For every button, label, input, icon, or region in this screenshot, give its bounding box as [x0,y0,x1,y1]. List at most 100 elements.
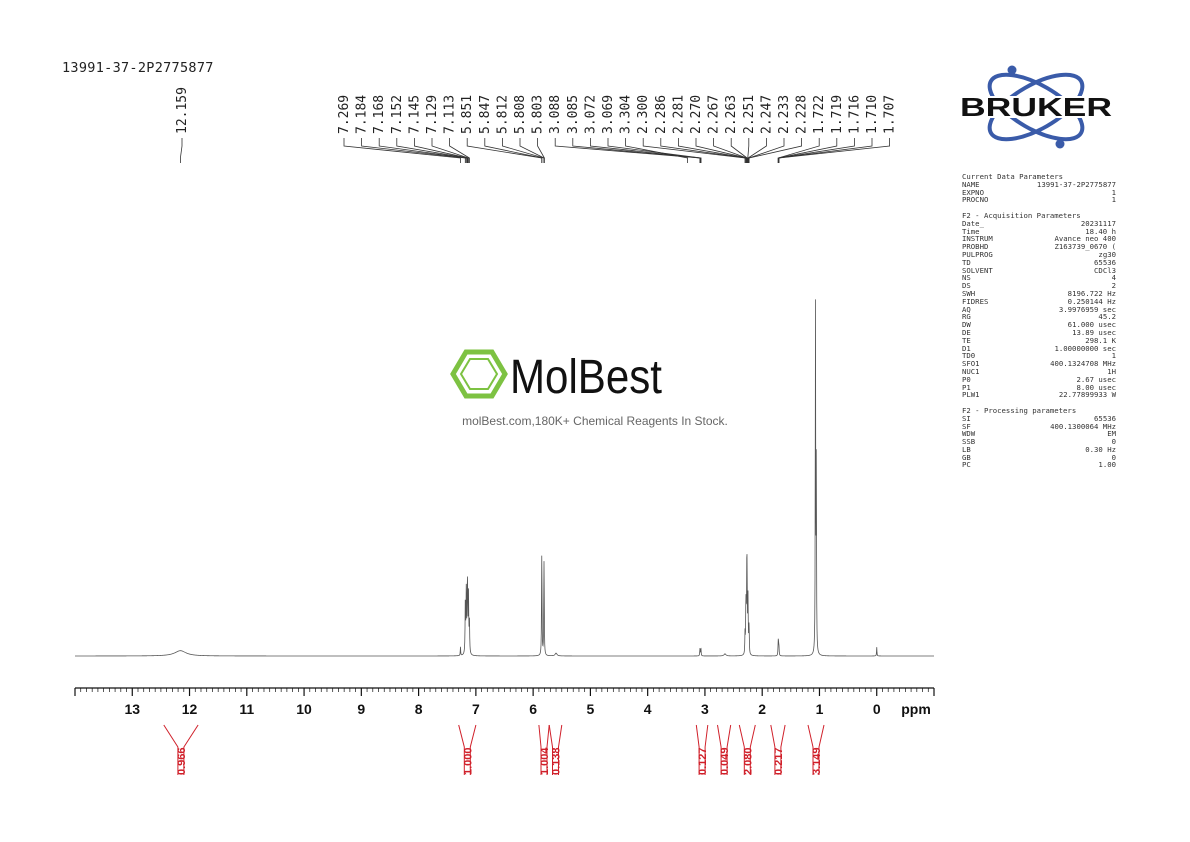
molbest-logo: MolBest [450,349,662,404]
peak-label: 1.710 [865,95,880,134]
peak-label: 12.159 [175,87,190,134]
peak-label-connector [537,138,545,163]
bruker-electron-icon [1055,139,1065,149]
peak-label: 5.847 [478,95,493,134]
peak-label: 7.269 [337,95,352,134]
param-value: 2.67 usec [1076,374,1116,384]
param-row: RG 45.2 [962,313,1116,321]
bruker-logo: BRUKER [960,65,1112,149]
param-row: EXPNO 1 [962,187,1116,197]
peak-label: 5.808 [513,95,528,134]
param-key: RG [962,312,971,322]
x-tick-label: 2 [758,701,766,717]
param-row: P0 2.67 usec [962,374,1116,384]
param-value: 13991-37-2P2775877 [1036,179,1116,189]
param-key: PROCNO [962,195,989,205]
param-row: AQ 3.9976959 sec [962,304,1116,314]
x-tick-label: 0 [873,701,881,717]
param-row: P1 8.00 usec [962,382,1116,392]
integral-bracket [807,724,825,775]
param-key: LB [962,444,971,454]
integral-bracket [717,724,732,775]
param-row: PROBHD Z163739_0670 ( [962,243,1116,251]
param-row: SOLVENT CDCl3 [962,265,1116,275]
param-row: SWH 8196.722 Hz [962,290,1116,298]
x-tick-label: 12 [182,701,198,717]
param-key: SI [962,413,971,423]
bruker-orbit-icon [987,72,1085,142]
x-tick-label: 7 [472,701,480,717]
param-value: Avance neo 400 [1054,234,1116,244]
param-value: EM [1107,429,1116,439]
peak-label: 7.184 [355,95,370,134]
bruker-logo-text: BRUKER [960,92,1112,122]
param-value: 400.1300064 MHz [1050,421,1116,431]
param-row: TD0 1 [962,352,1116,360]
peak-label: 5.803 [531,95,546,134]
param-key: DS [962,281,971,291]
param-value: 3.9976959 sec [1058,304,1116,314]
x-tick-label: 8 [415,701,423,717]
param-key: NS [962,273,971,283]
param-value: 22.77899933 W [1058,390,1116,400]
peak-label: 2.281 [671,95,686,134]
x-tick-label: 3 [701,701,709,717]
integral-value: 0.127 [697,747,709,775]
param-value: zg30 [1098,249,1116,259]
x-tick-label: 11 [239,701,254,717]
peak-label-connector [642,138,746,163]
param-value: 20231117 [1080,218,1116,228]
param-row: SF 400.1300064 MHz [962,421,1116,431]
param-value: 0 [1111,437,1116,447]
param-key: Date_ [962,218,984,228]
integral-value: 0.217 [773,747,785,775]
param-value: 45.2 [1098,312,1116,322]
peak-label-connector [343,138,461,163]
x-tick-label: 6 [529,701,537,717]
integral-bracket [770,724,786,775]
param-value: 8.00 usec [1076,382,1116,392]
param-section-title: F2 - Processing parameters [962,405,1077,415]
param-key: PLW1 [962,390,980,400]
peak-label: 3.069 [601,95,616,134]
param-row: D1 1.00000000 sec [962,344,1116,353]
param-value: 2 [1111,281,1116,291]
param-row: SI 65536 [962,413,1116,423]
peak-label-connector [778,138,890,163]
param-key: Time [962,226,980,236]
param-key: WDW [962,429,976,439]
param-key: DE [962,327,971,337]
param-row: NUC1 1H [962,368,1116,376]
peak-label: 1.722 [812,95,827,134]
integral-value: 2.080 [742,747,754,775]
param-key: SWH [962,288,976,298]
param-row: PULPROG zg30 [962,251,1116,259]
peak-label-connector [748,138,802,163]
param-value: 0 [1111,452,1116,462]
peak-label-connector [713,138,748,163]
param-key: TD [962,257,971,267]
peak-label: 1.716 [847,95,862,134]
integral-value: 1.000 [462,747,474,775]
integral-bracket [163,724,199,775]
peak-label: 2.263 [724,95,739,134]
param-row: DW 61.000 usec [962,321,1116,329]
peak-label: 7.152 [390,95,405,134]
x-tick-label: 13 [124,701,140,717]
peak-label: 1.707 [883,95,898,134]
peak-label: 1.719 [830,95,845,134]
param-row: NS 4 [962,274,1116,282]
param-key: PC [962,460,971,470]
param-row: TD 65536 [962,257,1116,267]
peak-label: 5.812 [495,95,510,134]
peak-label: 3.088 [548,95,563,134]
param-value: CDCl3 [1094,265,1116,275]
param-value: 0.30 Hz [1085,444,1116,454]
param-value: 1.00 [1098,460,1116,470]
peak-label-connector [625,138,688,163]
param-value: 1 [1111,187,1116,197]
param-value: 1 [1111,195,1116,205]
param-row: SSB 0 [962,438,1116,446]
param-value: 4 [1111,273,1116,283]
param-key: FIDRES [962,296,989,306]
